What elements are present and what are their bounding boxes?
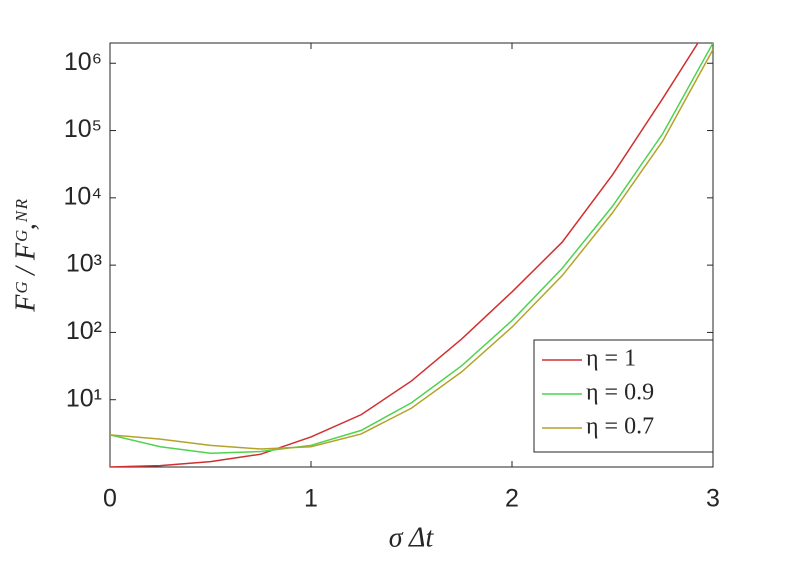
x-tick-label: 2 [505,485,519,513]
x-tick-label: 1 [304,485,318,513]
y-tick-label: 10⁵ [64,115,102,143]
legend-label: η = 0.7 [586,414,654,440]
y-tick-label: 10¹ [66,384,102,412]
legend-label: η = 1 [586,346,636,372]
line [110,43,713,455]
line [110,49,713,450]
line [110,43,699,467]
x-axis-label: σ Δt [389,522,435,553]
y-tick-label: 10² [66,317,102,345]
plot-frame [109,42,714,468]
y-tick-label: 10⁶ [64,48,102,76]
y-tick-label: 10³ [66,250,102,278]
legend-label: η = 0.9 [586,380,654,406]
y-axis-label: Fᴳ / Fᴳ,ᴺᴿ [10,198,41,313]
legend-box [533,339,714,453]
plot-area [110,43,713,467]
x-tick-label: 0 [103,485,117,513]
x-tick-label: 3 [706,485,720,513]
y-tick-label: 10⁴ [63,182,102,210]
